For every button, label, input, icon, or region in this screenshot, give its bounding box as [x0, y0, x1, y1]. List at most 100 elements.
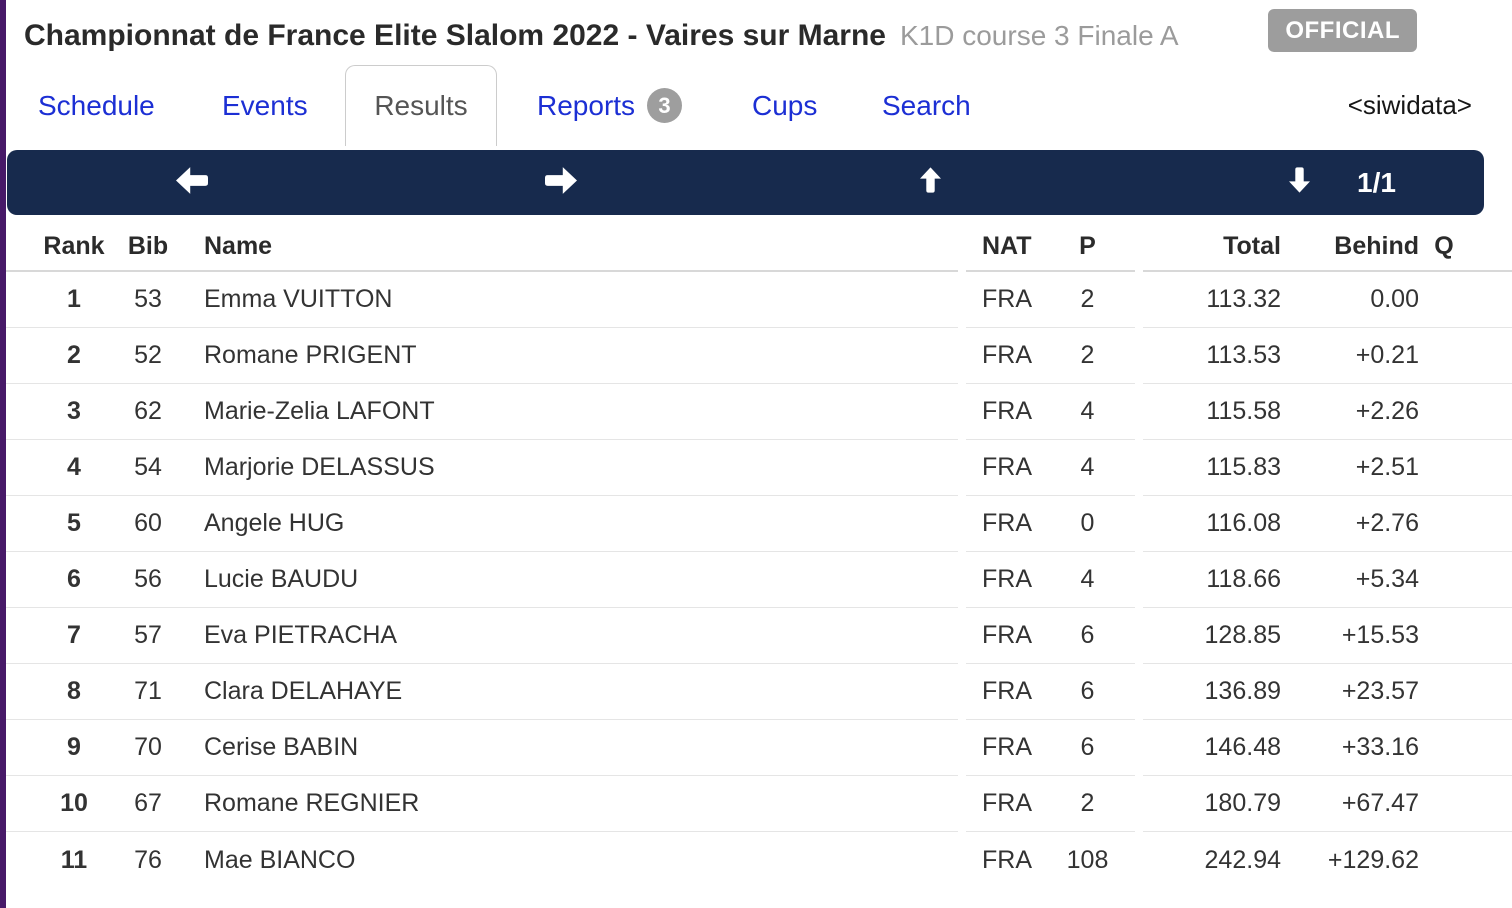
- page-title: Championnat de France Elite Slalom 2022 …: [24, 19, 886, 52]
- column-gap: [958, 720, 966, 776]
- behind-cell: +2.26: [1355, 397, 1419, 425]
- nation-cell: FRA: [982, 621, 1032, 649]
- row-group-nation: FRA 2: [966, 776, 1135, 832]
- total-time-cell: 115.83: [1206, 453, 1281, 481]
- row-group-result: 146.48 +33.16: [1143, 720, 1512, 776]
- athlete-name-cell: Cerise BABIN: [204, 733, 359, 761]
- behind-cell: +23.57: [1341, 677, 1419, 705]
- bib-cell: 56: [134, 565, 162, 593]
- column-header-name: Name: [204, 231, 273, 260]
- row-group-athlete: 9 70 Cerise BABIN: [6, 720, 958, 776]
- tab-search[interactable]: Search: [882, 89, 971, 121]
- penalty-cell: 4: [1080, 397, 1095, 425]
- rank-cell: 1: [67, 285, 81, 313]
- bib-cell: 53: [134, 285, 162, 313]
- next-race-button[interactable]: [516, 150, 606, 215]
- table-header-row: Rank Bib Name NAT P Total Behind Q: [6, 222, 1512, 272]
- row-group-nation: FRA 6: [966, 664, 1135, 720]
- behind-cell: +2.76: [1355, 509, 1419, 537]
- row-group-result: 115.83 +2.51: [1143, 440, 1512, 496]
- column-header-behind: Behind: [1334, 231, 1419, 260]
- rank-cell: 10: [60, 789, 88, 817]
- nation-cell: FRA: [982, 565, 1032, 593]
- nation-cell: FRA: [982, 341, 1032, 369]
- column-gap: [1135, 384, 1143, 440]
- previous-race-button[interactable]: [147, 150, 237, 215]
- row-group-athlete: 5 60 Angele HUG: [6, 496, 958, 552]
- page-header: Championnat de France Elite Slalom 2022 …: [24, 8, 1512, 64]
- tab-schedule[interactable]: Schedule: [38, 89, 155, 121]
- table-row: 7 57 Eva PIETRACHA FRA 6 128.85 +15.53: [6, 608, 1512, 664]
- column-gap: [958, 664, 966, 720]
- bib-cell: 71: [134, 677, 162, 705]
- column-gap: [958, 328, 966, 384]
- column-header-nat: NAT: [982, 231, 1032, 260]
- row-group-nation: FRA 6: [966, 608, 1135, 664]
- qualified-cell: [1419, 496, 1469, 551]
- athlete-name-cell: Romane PRIGENT: [204, 341, 417, 369]
- column-header-rank: Rank: [43, 231, 105, 260]
- penalty-cell: 2: [1080, 285, 1095, 313]
- total-time-cell: 180.79: [1204, 789, 1281, 817]
- behind-cell: 0.00: [1370, 285, 1419, 313]
- penalty-cell: 2: [1080, 341, 1095, 369]
- row-group-nation: FRA 2: [966, 272, 1135, 328]
- row-group-nation: FRA 4: [966, 552, 1135, 608]
- row-group-athlete: 8 71 Clara DELAHAYE: [6, 664, 958, 720]
- column-gap: [1135, 664, 1143, 720]
- accent-stripe: [0, 0, 6, 908]
- column-gap: [1135, 272, 1143, 328]
- bib-cell: 57: [134, 621, 162, 649]
- reports-count-badge: 3: [647, 88, 683, 123]
- nation-cell: FRA: [982, 509, 1032, 537]
- table-row: 8 71 Clara DELAHAYE FRA 6 136.89 +23.57: [6, 664, 1512, 720]
- row-group-nation: FRA 6: [966, 720, 1135, 776]
- bib-cell: 60: [134, 509, 162, 537]
- results-table-body: 1 53 Emma VUITTON FRA 2 113.32 0.00 2 52 Romane P…: [6, 272, 1512, 888]
- row-group-nation: FRA 0: [966, 496, 1135, 552]
- total-time-cell: 118.66: [1206, 565, 1281, 593]
- table-row: 4 54 Marjorie DELASSUS FRA 4 115.83 +2.51: [6, 440, 1512, 496]
- total-time-cell: 113.53: [1206, 341, 1281, 369]
- behind-cell: +0.21: [1355, 341, 1419, 369]
- rank-cell: 4: [67, 453, 81, 481]
- bib-cell: 52: [134, 341, 162, 369]
- penalty-cell: 6: [1080, 733, 1095, 761]
- tab-events[interactable]: Events: [222, 89, 308, 121]
- header-group-nation: NAT P: [966, 222, 1135, 272]
- athlete-name-cell: Eva PIETRACHA: [204, 621, 398, 649]
- page-up-button[interactable]: [885, 150, 975, 215]
- row-group-athlete: 3 62 Marie-Zelia LAFONT: [6, 384, 958, 440]
- row-group-result: 116.08 +2.76: [1143, 496, 1512, 552]
- race-subtitle: K1D course 3 Finale A: [899, 20, 1179, 51]
- row-group-result: 136.89 +23.57: [1143, 664, 1512, 720]
- table-row: 6 56 Lucie BAUDU FRA 4 118.66 +5.34: [6, 552, 1512, 608]
- qualified-cell: [1419, 384, 1469, 439]
- qualified-cell: [1419, 608, 1469, 663]
- rank-cell: 3: [67, 397, 81, 425]
- qualified-cell: [1419, 440, 1469, 495]
- total-time-cell: 136.89: [1204, 677, 1281, 705]
- row-group-result: 128.85 +15.53: [1143, 608, 1512, 664]
- nation-cell: FRA: [982, 789, 1032, 817]
- row-group-result: 113.32 0.00: [1143, 272, 1512, 328]
- column-gap: [1135, 776, 1143, 832]
- tab-cups[interactable]: Cups: [752, 89, 818, 121]
- table-row: 5 60 Angele HUG FRA 0 116.08 +2.76: [6, 496, 1512, 552]
- nation-cell: FRA: [982, 733, 1032, 761]
- qualified-cell: [1419, 720, 1469, 775]
- nav-tabs: Schedule Events Results Reports 3 Cups S…: [0, 65, 1512, 146]
- row-group-nation: FRA 2: [966, 328, 1135, 384]
- row-group-result: 115.58 +2.26: [1143, 384, 1512, 440]
- qualified-cell: [1419, 832, 1469, 888]
- column-gap: [958, 384, 966, 440]
- penalty-cell: 4: [1080, 453, 1095, 481]
- tab-results[interactable]: Results: [345, 65, 497, 146]
- tab-reports[interactable]: Reports 3: [537, 65, 683, 146]
- column-header-penalty: P: [1079, 231, 1096, 260]
- qualified-cell: [1419, 664, 1469, 719]
- page-down-button[interactable]: [1254, 150, 1344, 215]
- siwidata-brand-link[interactable]: <siwidata>: [1347, 90, 1472, 120]
- behind-cell: +2.51: [1355, 453, 1419, 481]
